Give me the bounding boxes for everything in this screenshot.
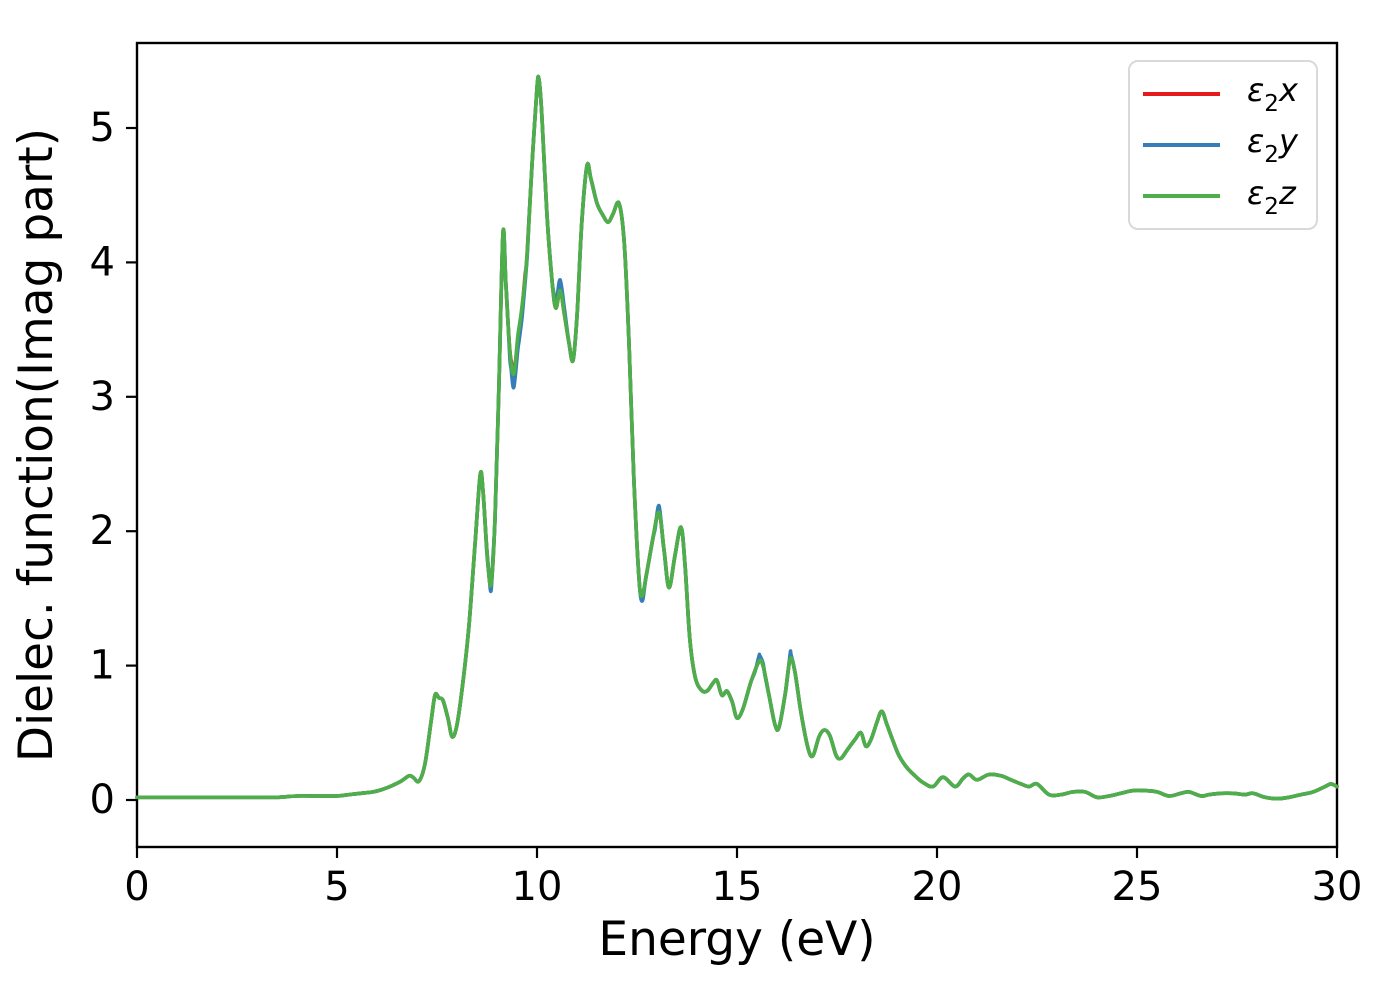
data-curves xyxy=(135,74,1339,801)
legend-swatch-e2x xyxy=(1143,91,1220,96)
legend-swatch-e2y xyxy=(1143,142,1220,147)
y-tick-label: 2 xyxy=(90,508,115,554)
x-tick-label: 10 xyxy=(512,864,563,910)
legend-item-e2z: ε2z xyxy=(1130,173,1316,219)
x-tick-label: 0 xyxy=(124,864,149,910)
y-axis-label: Dielec. function(Imag part) xyxy=(9,128,64,762)
legend-label-e2y: ε2y xyxy=(1247,122,1298,169)
legend: ε2x ε2y ε2z xyxy=(1128,60,1318,230)
legend-label-e2z: ε2z xyxy=(1247,173,1296,220)
x-tick-label: 20 xyxy=(912,864,963,910)
legend-item-e2y: ε2y xyxy=(1130,122,1316,168)
legend-item-e2x: ε2x xyxy=(1130,71,1316,117)
x-tick-label: 15 xyxy=(712,864,763,910)
y-tick-label: 3 xyxy=(90,374,115,420)
series-line-e2z xyxy=(135,74,1339,801)
legend-label-e2x: ε2x xyxy=(1247,70,1298,118)
y-tick-label: 4 xyxy=(90,239,115,285)
x-tick-label: 25 xyxy=(1112,864,1163,910)
y-tick-label: 1 xyxy=(90,643,115,689)
x-axis-label: Energy (eV) xyxy=(598,912,875,967)
axis-ticks: 0 5 10 15 20 25 30 0 1 2 3 4 5 xyxy=(90,105,1363,910)
x-tick-label: 30 xyxy=(1312,864,1363,910)
x-tick-label: 5 xyxy=(324,864,349,910)
y-tick-label: 0 xyxy=(90,777,115,823)
y-tick-label: 5 xyxy=(90,105,115,151)
legend-swatch-e2z xyxy=(1143,194,1220,199)
